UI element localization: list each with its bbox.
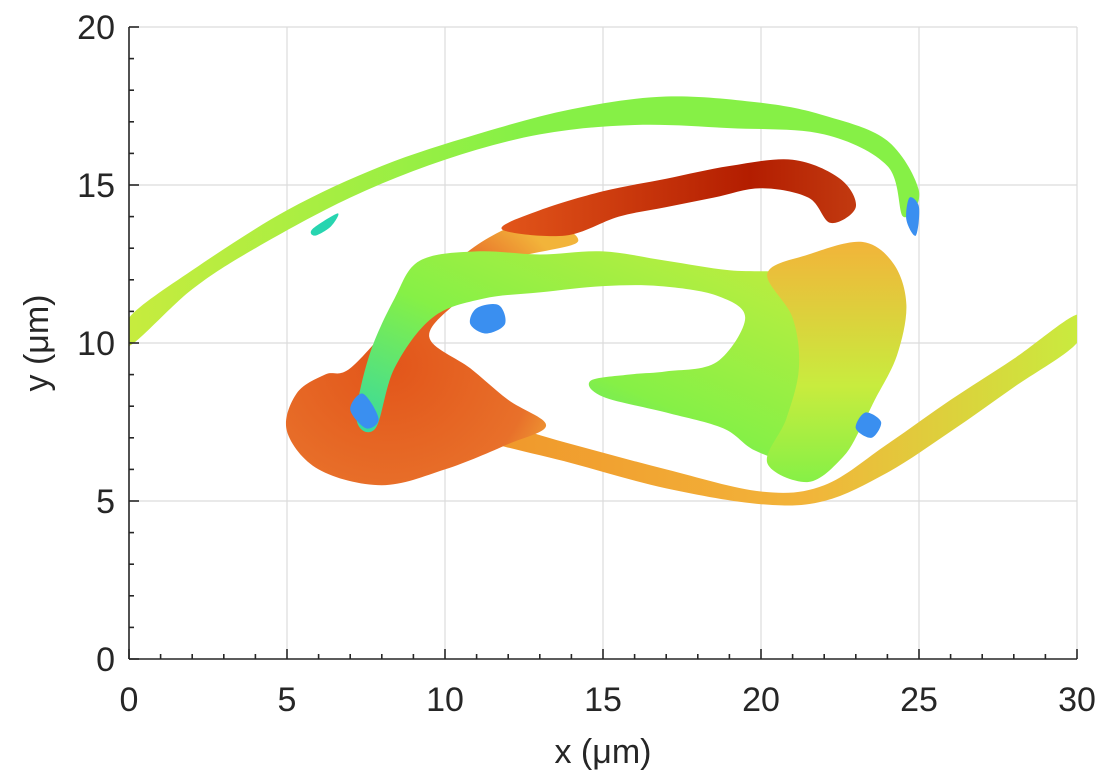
x-tick-label: 30	[1058, 681, 1096, 719]
mid-blue-tip-region	[469, 303, 506, 334]
x-tick-label: 25	[900, 681, 938, 719]
lower-arc-region	[464, 314, 1077, 506]
y-tick-label: 10	[77, 325, 115, 363]
top-right-blue-tip-region	[906, 197, 920, 236]
x-tick-label: 0	[120, 681, 139, 719]
x-tick-label: 20	[742, 681, 780, 719]
right-blue-tip-region	[855, 412, 882, 438]
upper-arc-tip-region	[310, 213, 339, 236]
y-axis-label: y (μm)	[18, 294, 56, 391]
ticks: 0 5 10 15 20 25 30 0 5 10 15 20	[77, 9, 1096, 719]
y-tick-label: 15	[77, 167, 115, 205]
x-tick-label: 5	[278, 681, 297, 719]
top-red-band-region	[501, 159, 857, 237]
y-tick-label: 20	[77, 9, 115, 47]
right-column-region	[766, 241, 907, 483]
field-regions	[129, 96, 1077, 506]
y-tick-label: 0	[96, 641, 115, 679]
x-axis-label: x (μm)	[554, 733, 651, 771]
left-blue-tip-region	[350, 393, 379, 429]
upper-arc-region	[129, 96, 920, 347]
central-ring-region	[356, 251, 844, 461]
y-tick-label: 5	[96, 483, 115, 521]
x-tick-label: 10	[426, 681, 464, 719]
x-tick-label: 15	[584, 681, 622, 719]
